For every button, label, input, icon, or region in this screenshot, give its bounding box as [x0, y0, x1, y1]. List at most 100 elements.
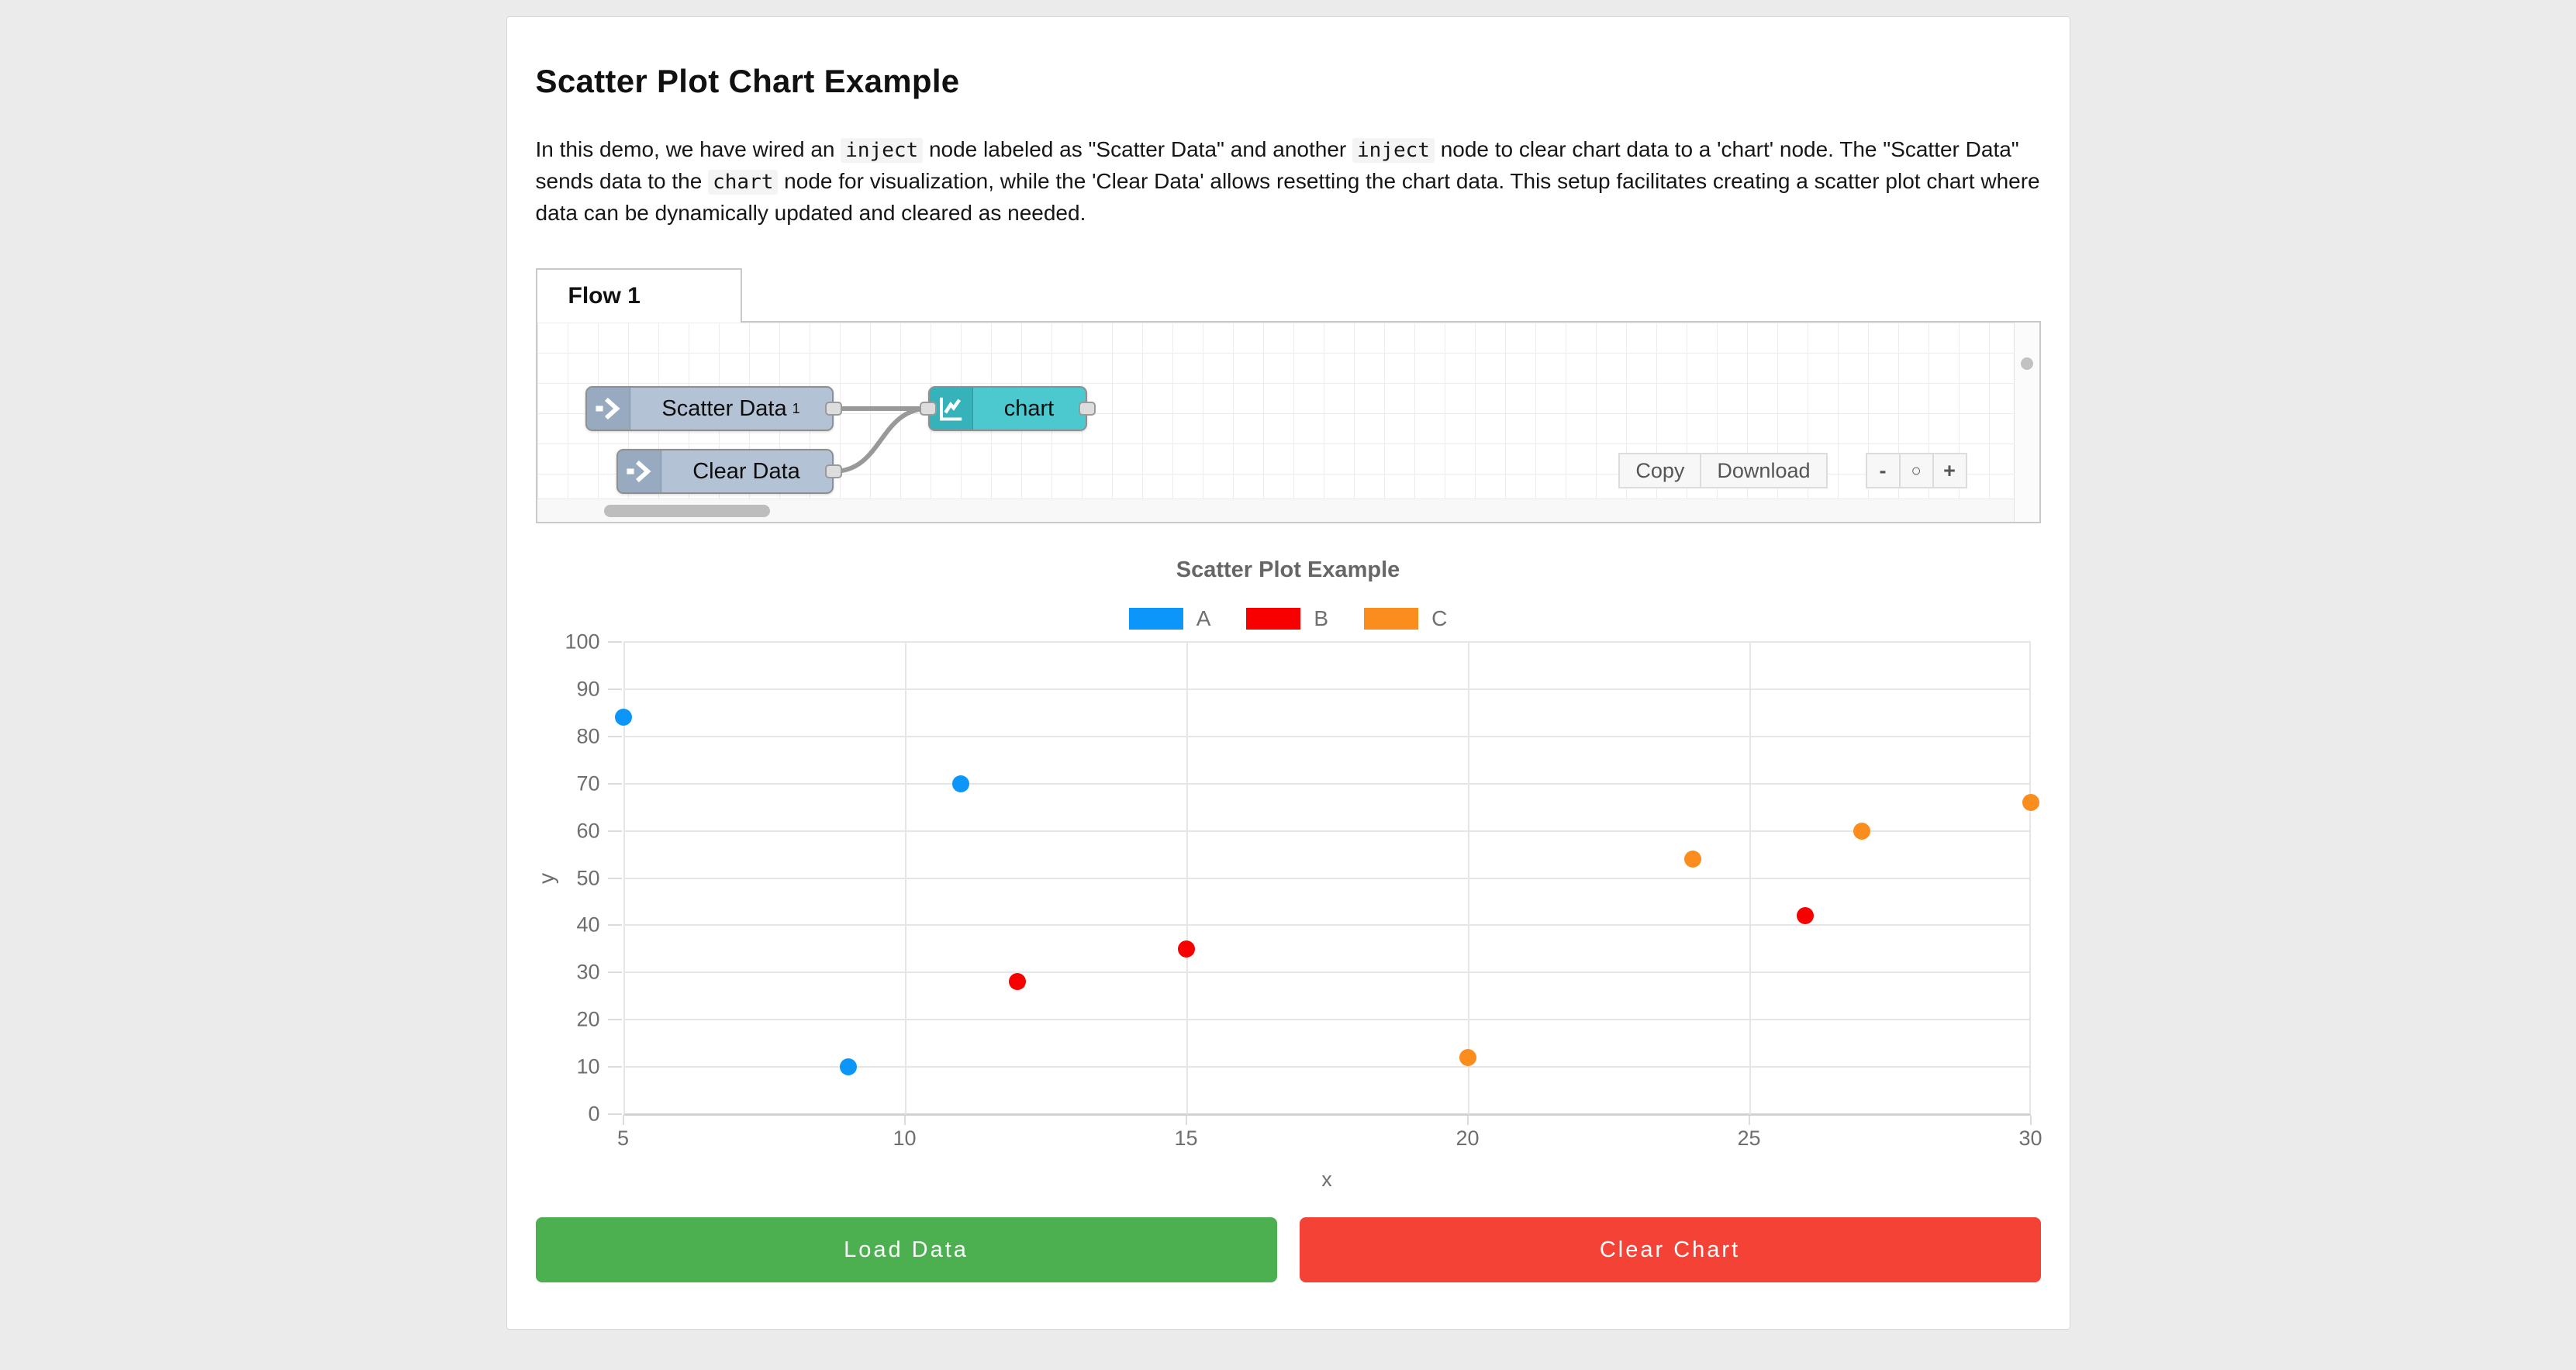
y-tick-label: 70 — [576, 771, 600, 795]
data-point-A[interactable] — [839, 1058, 857, 1076]
x-tick-label: 25 — [1737, 1127, 1761, 1150]
node-chart[interactable]: chart — [927, 386, 1087, 431]
x-tick-mark — [622, 1116, 624, 1125]
main-card: Scatter Plot Chart Example In this demo,… — [506, 16, 2070, 1330]
data-point-B[interactable] — [1008, 973, 1026, 991]
inline-code: inject — [1352, 138, 1435, 163]
plot-area: y x 0 10 20 30 40 50 60 70 80 90 100 5 10 15 20 25 30 — [534, 630, 2042, 1192]
legend-swatch — [1128, 608, 1183, 630]
intro-text: node to clear chart data to a 'chart' no… — [535, 137, 2019, 193]
gridline-y-90 — [623, 688, 2031, 690]
data-point-B[interactable] — [1177, 940, 1195, 958]
flow-vertical-scroll-thumb[interactable] — [2020, 357, 2033, 370]
y-tick-mark — [607, 924, 622, 927]
inject-icon[interactable] — [617, 450, 661, 492]
flow-wires — [830, 406, 931, 474]
y-tick-label: 100 — [565, 630, 600, 654]
y-tick-mark — [607, 735, 622, 737]
legend-item-A[interactable]: A — [1128, 606, 1210, 631]
inject-repeat-badge: 1 — [792, 400, 800, 416]
y-tick-mark — [607, 782, 622, 785]
legend-label: C — [1431, 606, 1448, 630]
data-point-C[interactable] — [1459, 1048, 1476, 1066]
node-label: Scatter Data 1 — [661, 395, 800, 421]
y-tick-mark — [607, 830, 622, 832]
load-data-button[interactable]: Load Data — [535, 1217, 1277, 1282]
flow-tab[interactable]: Flow 1 — [535, 268, 742, 323]
port-clear-output[interactable] — [824, 464, 842, 478]
x-tick-mark — [1185, 1116, 1187, 1125]
data-point-C[interactable] — [2022, 794, 2039, 812]
port-scatter-output[interactable] — [824, 402, 842, 416]
gridline-y-100 — [623, 641, 2031, 643]
gridline-y-50 — [623, 877, 2031, 879]
gridline-y-40 — [623, 924, 2031, 927]
x-tick-mark — [1748, 1116, 1750, 1125]
page-title: Scatter Plot Chart Example — [535, 63, 960, 99]
flow-vertical-scrollbar[interactable] — [2013, 323, 2039, 522]
y-tick-label: 30 — [576, 960, 600, 984]
y-tick-label: 60 — [576, 819, 600, 843]
y-tick-mark — [607, 688, 622, 690]
clear-chart-button[interactable]: Clear Chart — [1299, 1217, 2041, 1282]
x-tick-label: 10 — [893, 1127, 917, 1150]
flow-canvas[interactable]: Scatter Data 1 Clear Data — [535, 321, 2041, 523]
data-point-A[interactable] — [614, 709, 632, 726]
flow-horizontal-scrollbar[interactable] — [537, 499, 2014, 522]
x-tick-label: 5 — [616, 1127, 630, 1150]
x-tick-mark — [903, 1116, 906, 1125]
gridline-y-20 — [623, 1019, 2031, 1021]
flow-zoom-controls: - ○ + — [1865, 453, 1967, 488]
y-tick-label: 50 — [576, 866, 600, 889]
y-tick-mark — [607, 971, 622, 974]
inject-icon[interactable] — [586, 388, 630, 430]
gridline-x-5 — [623, 642, 625, 1114]
x-tick-label: 15 — [1174, 1127, 1198, 1150]
flow-horizontal-scroll-thumb[interactable] — [603, 505, 770, 517]
port-chart-output[interactable] — [1078, 402, 1096, 416]
gridline-x-15 — [1186, 642, 1188, 1114]
download-button[interactable]: Download — [1700, 453, 1828, 488]
legend-swatch — [1246, 608, 1301, 630]
flow-export-buttons: Copy Download — [1618, 453, 1828, 488]
y-tick-mark — [607, 1066, 622, 1068]
x-tick-mark — [1466, 1116, 1469, 1125]
gridline-y-0 — [623, 1113, 2031, 1116]
chart-icon — [929, 388, 973, 430]
y-tick-label: 0 — [588, 1102, 600, 1126]
node-clear-data[interactable]: Clear Data — [616, 449, 834, 494]
zoom-out-button[interactable]: - — [1865, 453, 1901, 488]
node-scatter-data[interactable]: Scatter Data 1 — [585, 386, 834, 431]
legend-item-C[interactable]: C — [1364, 606, 1447, 631]
y-tick-mark — [607, 1113, 622, 1115]
node-label: chart — [1003, 395, 1055, 421]
flow-editor: Flow 1 Scatter Data 1 — [535, 268, 2041, 523]
intro-text: node for visualization, while the 'Clear… — [535, 169, 2040, 225]
legend-swatch — [1364, 608, 1419, 630]
x-tick-label: 30 — [2018, 1127, 2042, 1150]
zoom-reset-button[interactable]: ○ — [1898, 453, 1934, 488]
inline-code: chart — [708, 170, 779, 195]
intro-text: In this demo, we have wired an — [535, 137, 841, 161]
intro-text: node labeled as "Scatter Data" and anoth… — [923, 137, 1352, 161]
y-tick-label: 40 — [576, 913, 600, 937]
flow-tab-label: Flow 1 — [568, 283, 641, 309]
chart-legend: A B C — [536, 606, 2041, 631]
y-tick-mark — [607, 1019, 622, 1021]
legend-item-B[interactable]: B — [1246, 606, 1328, 631]
y-tick-label: 20 — [576, 1007, 600, 1031]
y-tick-label: 10 — [576, 1054, 600, 1078]
copy-button[interactable]: Copy — [1618, 453, 1702, 488]
data-point-C[interactable] — [1853, 822, 1870, 840]
x-tick-mark — [2029, 1116, 2032, 1125]
y-tick-mark — [607, 641, 622, 643]
chart-title: Scatter Plot Example — [1176, 557, 1400, 582]
gridline-y-70 — [623, 782, 2031, 785]
gridline-x-10 — [904, 642, 906, 1114]
data-point-B[interactable] — [1797, 907, 1815, 925]
data-point-A[interactable] — [952, 775, 970, 792]
data-point-C[interactable] — [1683, 851, 1701, 868]
gridline-y-10 — [623, 1066, 2031, 1068]
zoom-in-button[interactable]: + — [1932, 453, 1967, 488]
port-chart-input[interactable] — [919, 402, 937, 416]
